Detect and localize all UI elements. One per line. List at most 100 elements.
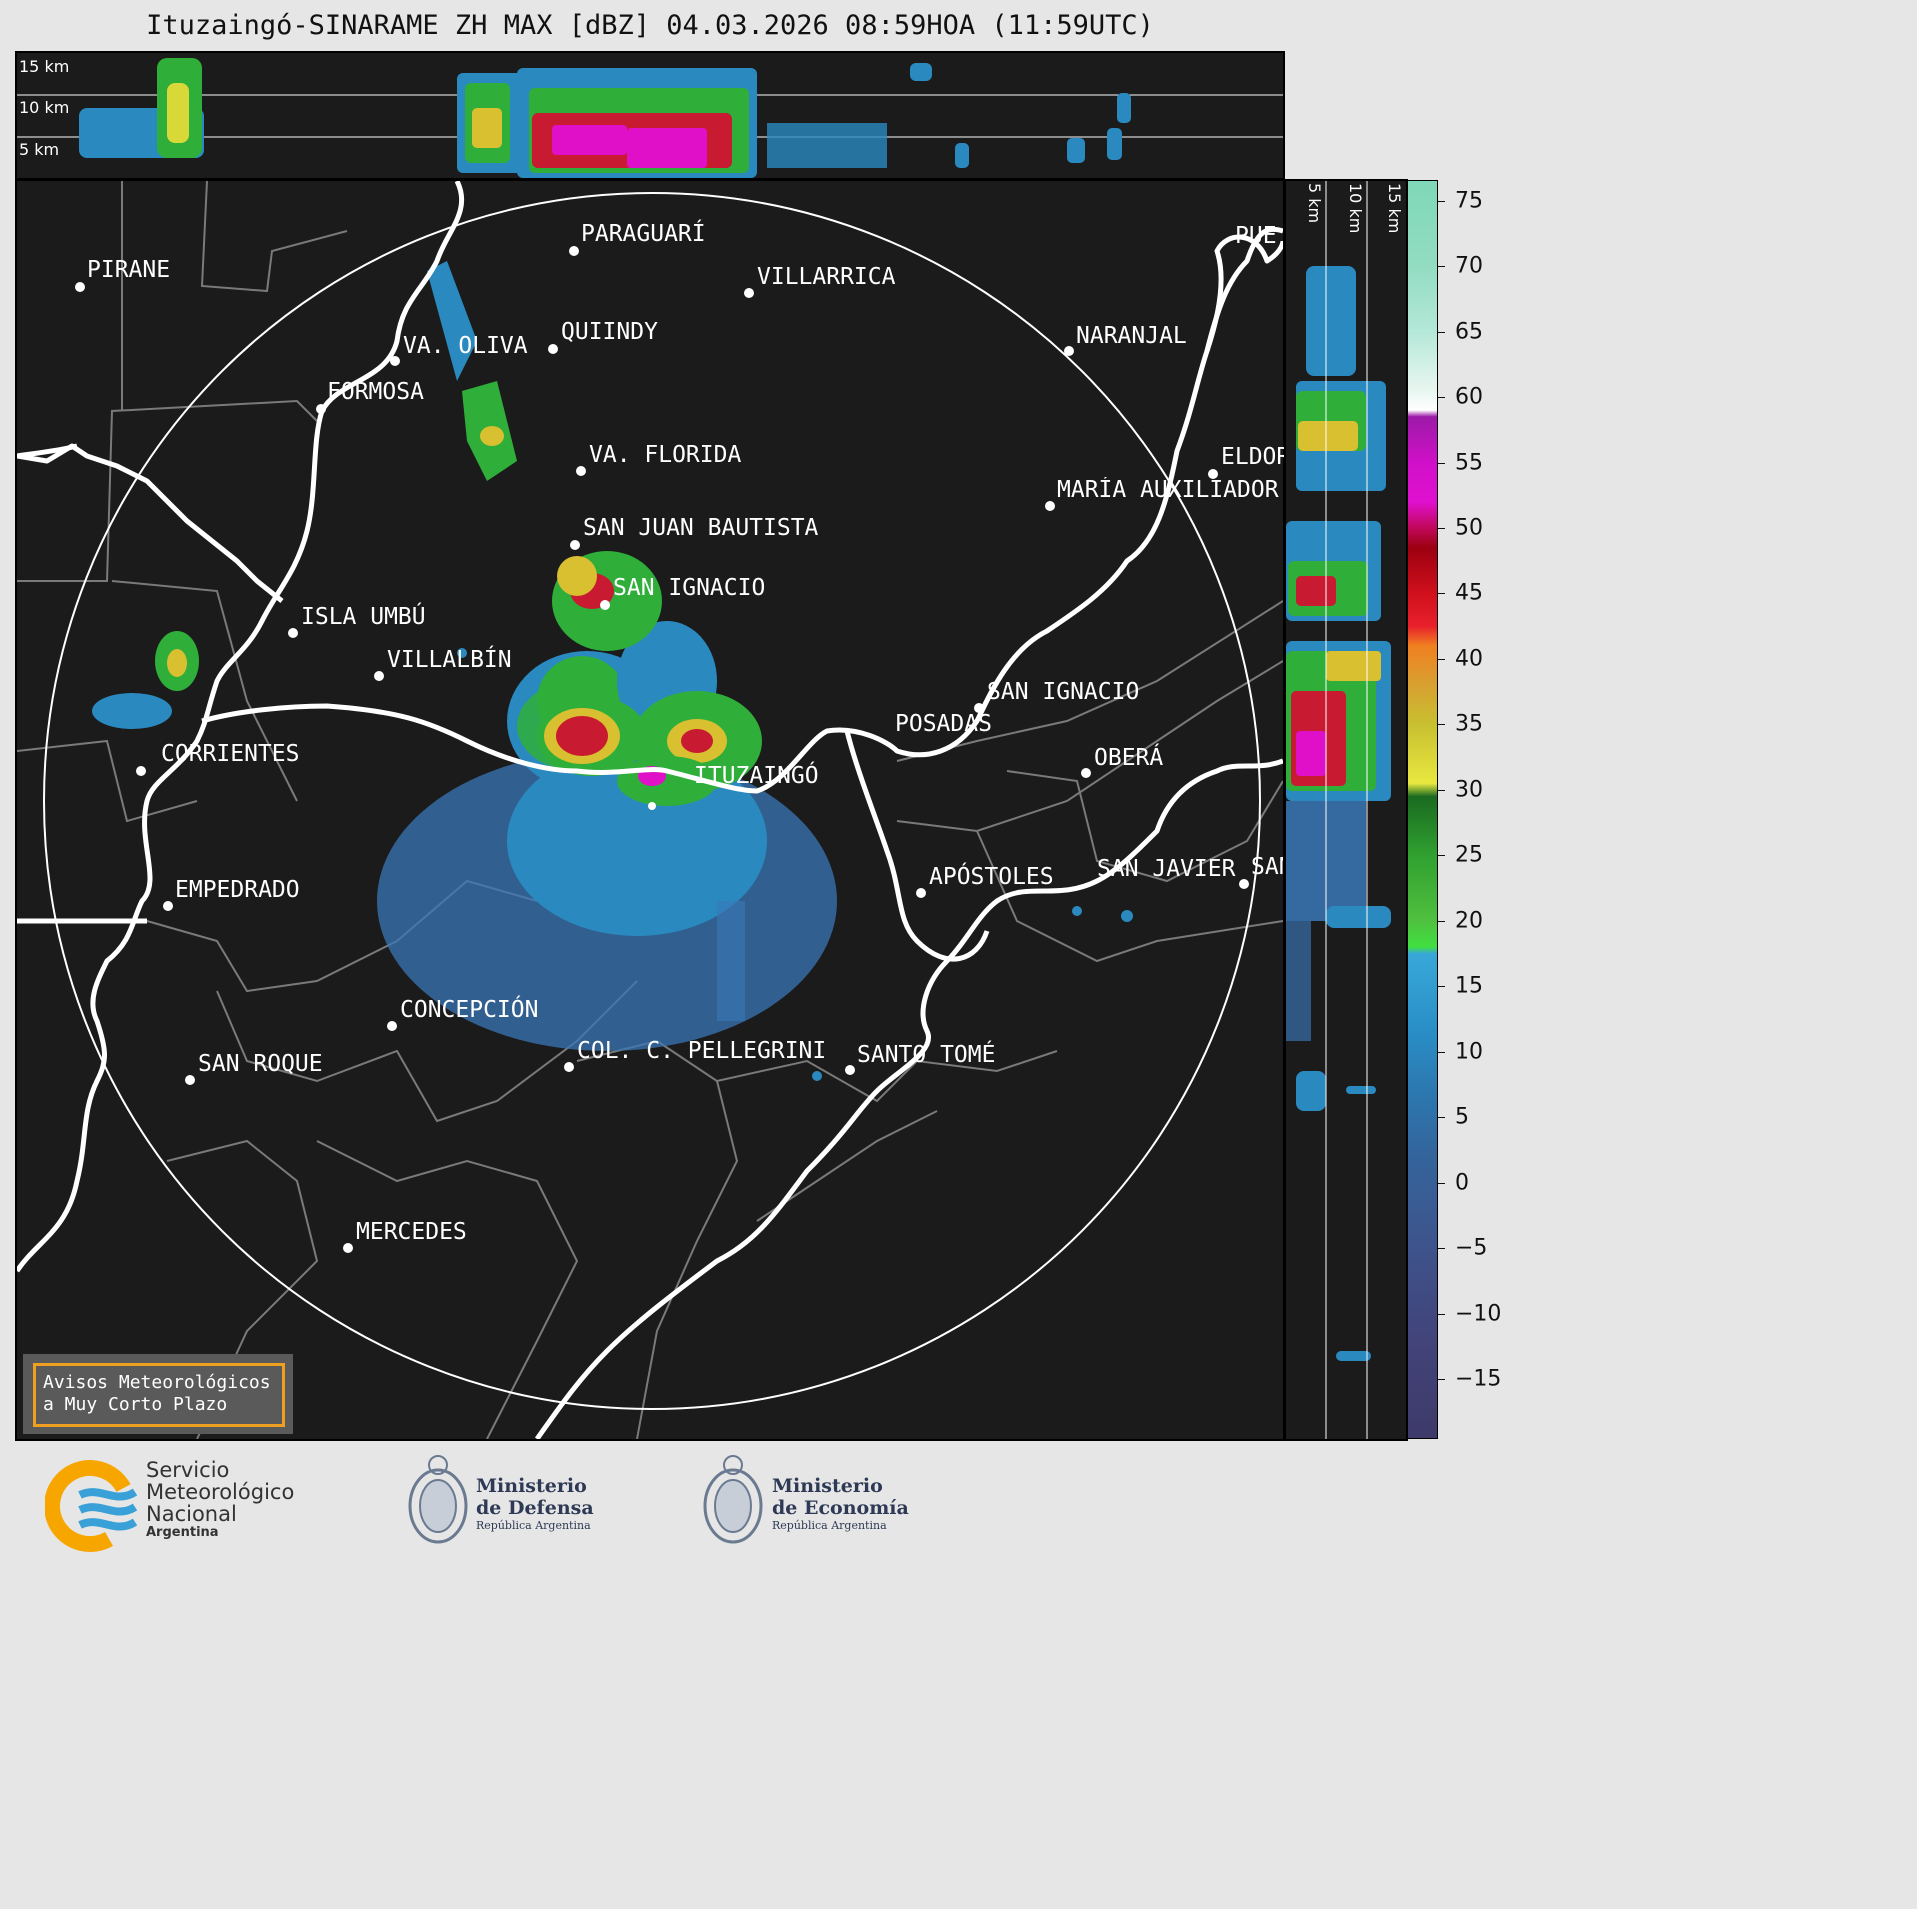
- place-label-villarrica: VILLARRICA: [757, 264, 896, 290]
- place-label-san-ignacio-py: SAN IGNACIO: [613, 575, 766, 601]
- defensa-seal-icon: [408, 1455, 468, 1544]
- place-label-paraguari: PARAGUARÍ: [581, 221, 706, 247]
- colorbar-tick-label: 5: [1455, 1104, 1469, 1130]
- place-label-obera: OBERÁ: [1094, 745, 1164, 771]
- colorbar-tick-label: 20: [1455, 908, 1483, 934]
- place-label-san-javier: SAN JAVIER: [1097, 856, 1236, 882]
- colorbar-tick-mark: [1438, 1379, 1445, 1381]
- economia-seal-icon: [703, 1455, 763, 1544]
- place-label-mercedes: MERCEDES: [356, 1219, 467, 1245]
- colorbar-tick-mark: [1438, 331, 1445, 333]
- warning-line-2: a Muy Corto Plazo: [43, 1394, 228, 1415]
- place-label-ituzaingo: ITUZAINGÓ: [694, 763, 819, 789]
- colorbar-tick-label: 50: [1455, 515, 1483, 541]
- side-label-15km: 15 km: [1385, 183, 1404, 234]
- radar-echoes: [92, 261, 1133, 1081]
- colorbar-tick-mark: [1438, 1051, 1445, 1053]
- economia-line-1: Ministerio: [772, 1475, 883, 1497]
- defensa-line-3: República Argentina: [476, 1519, 591, 1532]
- top-label-5km: 5 km: [19, 140, 60, 159]
- colorbar-tick-label: −15: [1455, 1366, 1502, 1392]
- top-profile-echoes: [79, 58, 1131, 178]
- colorbar-tick-mark: [1438, 1248, 1445, 1250]
- place-label-concepcion: CONCEPCIÓN: [400, 997, 539, 1023]
- colorbar-tick-label: 70: [1455, 253, 1483, 279]
- dbz-colorbar: [1407, 180, 1438, 1439]
- side-height-profile: 5 km 10 km 15 km: [1284, 179, 1408, 1441]
- colorbar-tick-label: 60: [1455, 384, 1483, 410]
- colorbar-tick-label: 55: [1455, 450, 1483, 476]
- radar-map-svg: [17, 181, 1283, 1439]
- colorbar-tick-label: 65: [1455, 319, 1483, 345]
- colorbar-tick-label: 25: [1455, 842, 1483, 868]
- place-label-posadas: POSADAS: [895, 711, 992, 737]
- colorbar-tick-mark: [1438, 658, 1445, 660]
- top-label-10km: 10 km: [19, 98, 70, 117]
- defensa-line-1: Ministerio: [476, 1475, 587, 1497]
- smn-line-2: Meteorológico: [146, 1480, 295, 1504]
- place-label-naranjal: NARANJAL: [1076, 323, 1187, 349]
- colorbar-tick-mark: [1438, 1182, 1445, 1184]
- colorbar-tick-label: 10: [1455, 1039, 1483, 1065]
- top-height-profile: 15 km 10 km 5 km: [15, 51, 1285, 180]
- place-label-san-roque: SAN ROQUE: [198, 1051, 323, 1077]
- top-label-15km: 15 km: [19, 57, 70, 76]
- rivers: [17, 181, 1283, 1439]
- radar-map: PIRANE PARAGUARÍ VILLARRICA VA. OLIVA QU…: [15, 179, 1290, 1441]
- place-label-santo-tome: SANTO TOMÉ: [857, 1042, 996, 1068]
- side-label-10km: 10 km: [1346, 183, 1365, 234]
- chart-title: Ituzaingó-SINARAME ZH MAX [dBZ] 04.03.20…: [146, 10, 1154, 41]
- colorbar-tick-mark: [1438, 855, 1445, 857]
- footer-logos: Servicio Meteorológico Nacional Argentin…: [0, 1445, 1568, 1561]
- economia-line-3: República Argentina: [772, 1519, 887, 1532]
- place-label-pirane: PIRANE: [87, 257, 171, 283]
- place-label-formosa: FORMOSA: [327, 379, 424, 405]
- place-label-va-oliva: VA. OLIVA: [403, 333, 528, 359]
- smn-line-3: Nacional: [146, 1502, 237, 1526]
- colorbar-tick-label: 45: [1455, 580, 1483, 606]
- smn-logo-icon: [45, 1460, 138, 1552]
- place-label-quiindy: QUIINDY: [561, 319, 658, 345]
- place-label-maria-auxiliadora: MARÍA AUXILIADOR: [1057, 477, 1279, 503]
- economia-line-2: de Economía: [772, 1497, 909, 1519]
- defensa-line-2: de Defensa: [476, 1497, 594, 1519]
- colorbar-tick-mark: [1438, 920, 1445, 922]
- place-label-villalbin: VILLALBÍN: [387, 647, 512, 673]
- colorbar-tick-mark: [1438, 986, 1445, 988]
- place-label-corrientes: CORRIENTES: [161, 741, 300, 767]
- colorbar-tick-label: 75: [1455, 188, 1483, 214]
- smn-line-4: Argentina: [146, 1525, 219, 1540]
- city-markers: [75, 246, 1249, 1253]
- colorbar-tick-label: −5: [1455, 1235, 1488, 1261]
- place-label-apostoles: APÓSTOLES: [929, 864, 1054, 890]
- place-label-isla-umbu: ISLA UMBÚ: [301, 604, 426, 630]
- smn-line-1: Servicio: [146, 1458, 230, 1482]
- warning-box: Avisos Meteorológicos a Muy Corto Plazo: [23, 1354, 293, 1434]
- side-profile-echoes: [1286, 266, 1391, 1361]
- colorbar-tick-mark: [1438, 200, 1445, 202]
- range-ring: [43, 192, 1261, 1410]
- place-label-san-ignacio-ar: SAN IGNACIO: [987, 679, 1140, 705]
- place-label-eldorado: ELDOR: [1221, 444, 1291, 470]
- place-label-san-juan-bautista: SAN JUAN BAUTISTA: [583, 515, 819, 541]
- colorbar-tick-label: 35: [1455, 711, 1483, 737]
- colorbar-tick-mark: [1438, 724, 1445, 726]
- colorbar-tick-label: 30: [1455, 777, 1483, 803]
- colorbar-tick-mark: [1438, 593, 1445, 595]
- side-label-5km: 5 km: [1305, 183, 1324, 224]
- place-label-san-cut: SAN: [1251, 854, 1283, 880]
- colorbar-tick-mark: [1438, 789, 1445, 791]
- colorbar-tick-label: 15: [1455, 973, 1483, 999]
- place-label-va-florida: VA. FLORIDA: [589, 442, 742, 468]
- colorbar-tick-mark: [1438, 462, 1445, 464]
- colorbar-tick-mark: [1438, 1313, 1445, 1315]
- warning-line-1: Avisos Meteorológicos: [43, 1372, 271, 1393]
- colorbar-tick-label: −10: [1455, 1301, 1502, 1327]
- colorbar-tick-mark: [1438, 397, 1445, 399]
- place-label-puerto-cut: PUE: [1235, 223, 1277, 249]
- place-label-empedrado: EMPEDRADO: [175, 877, 300, 903]
- colorbar-tick-label: 0: [1455, 1170, 1469, 1196]
- colorbar-tick-mark: [1438, 266, 1445, 268]
- colorbar-tick-label: 40: [1455, 646, 1483, 672]
- place-label-col-c-pellegrini: COL. C. PELLEGRINI: [577, 1038, 827, 1064]
